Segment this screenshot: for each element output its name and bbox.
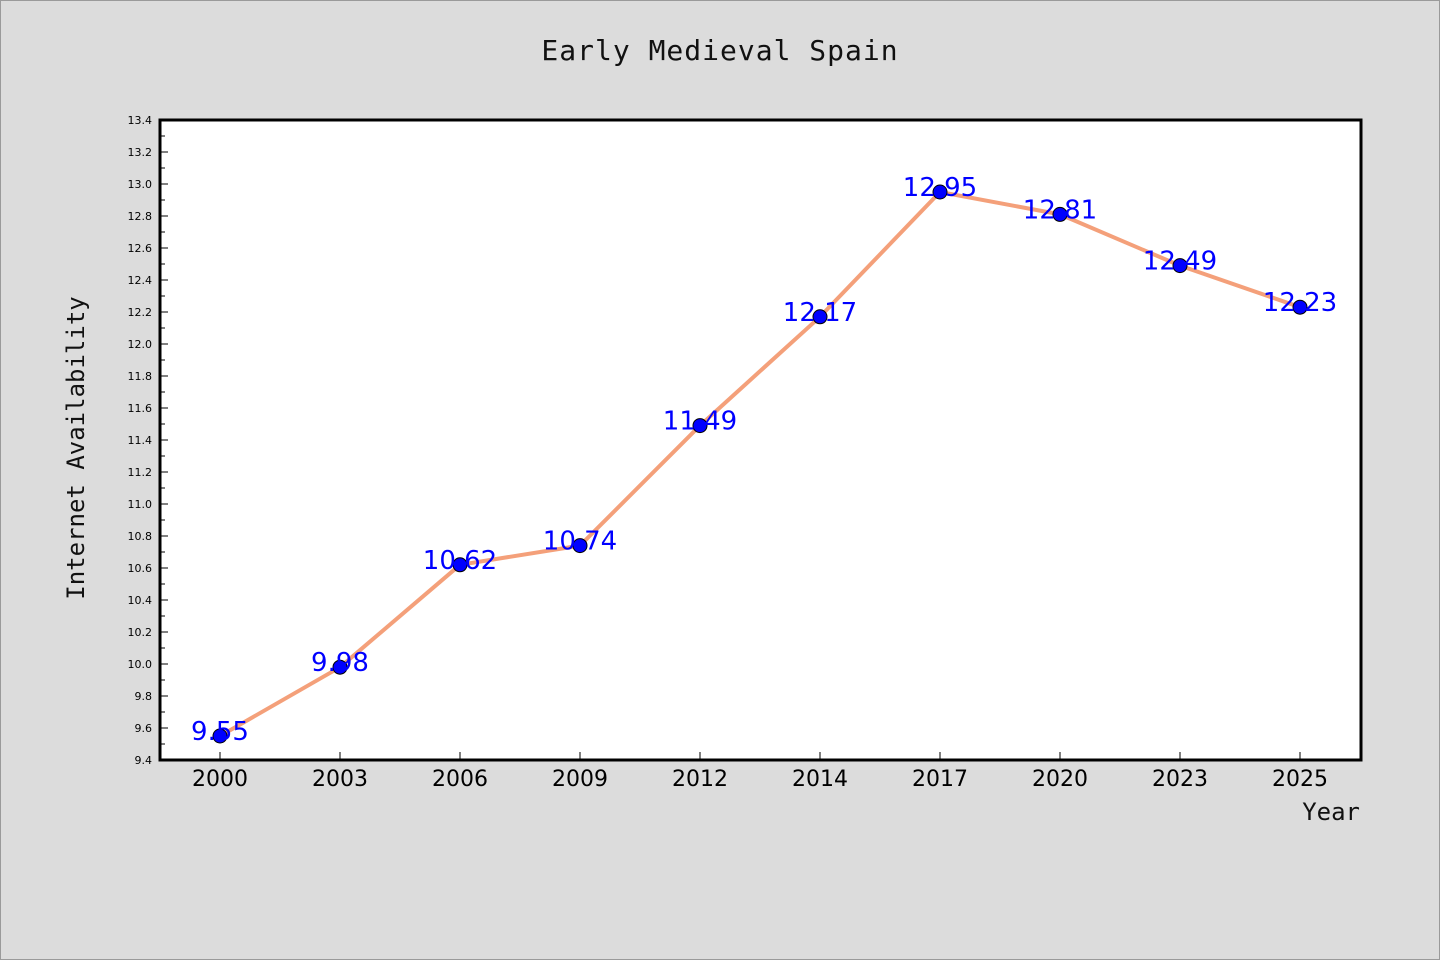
y-tick-label: 13.0 <box>128 178 153 191</box>
data-label: 12.49 <box>1143 247 1217 277</box>
y-tick-label: 13.2 <box>128 146 153 159</box>
y-tick-label: 11.8 <box>128 370 153 383</box>
x-tick-label: 2006 <box>432 767 488 792</box>
x-axis-label: Year <box>1302 798 1360 826</box>
x-tick-label: 2009 <box>552 767 608 792</box>
y-tick-label: 12.8 <box>128 210 153 223</box>
data-point <box>332 659 348 675</box>
data-label: 12.81 <box>1023 195 1097 225</box>
y-tick-label: 10.6 <box>128 562 153 575</box>
data-point <box>932 184 948 200</box>
y-tick-label: 10.4 <box>128 594 153 607</box>
data-point <box>1292 299 1308 315</box>
data-label: 11.49 <box>663 407 737 437</box>
data-label: 10.74 <box>543 527 617 557</box>
y-tick-label: 11.4 <box>128 434 153 447</box>
x-tick-label: 2014 <box>792 767 848 792</box>
y-tick-label: 12.2 <box>128 306 153 319</box>
y-tick-label: 11.0 <box>128 498 153 511</box>
data-point <box>1052 206 1068 222</box>
y-tick-label: 12.6 <box>128 242 153 255</box>
y-axis-label: Internet Availability <box>62 296 90 599</box>
chart-title: Early Medieval Spain <box>541 34 899 67</box>
series-line <box>218 190 1302 738</box>
y-tick-label: 11.2 <box>128 466 153 479</box>
data-label: 12.17 <box>783 298 857 328</box>
plot-area <box>158 118 1363 762</box>
x-tick-label: 2000 <box>192 767 248 792</box>
x-tick-label: 2025 <box>1272 767 1328 792</box>
data-point <box>812 309 828 325</box>
data-label: 9.98 <box>311 648 369 678</box>
y-tick-label: 9.4 <box>135 754 153 767</box>
data-label: 12.23 <box>1263 288 1337 318</box>
y-tick-label: 9.8 <box>135 690 153 703</box>
y-tick-label: 9.6 <box>135 722 153 735</box>
x-tick-label: 2020 <box>1032 767 1088 792</box>
data-label: 10.62 <box>423 546 497 576</box>
y-tick-label: 10.0 <box>128 658 153 671</box>
y-tick-label: 11.6 <box>128 402 153 415</box>
x-tick-label: 2012 <box>672 767 728 792</box>
data-label: 9.55 <box>191 717 249 747</box>
y-tick-label: 12.0 <box>128 338 153 351</box>
x-tick-label: 2003 <box>312 767 368 792</box>
data-point <box>572 538 588 554</box>
y-tick-label: 10.8 <box>128 530 153 543</box>
data-point <box>692 418 708 434</box>
data-label: 12.95 <box>903 173 977 203</box>
x-tick-label: 2017 <box>912 767 968 792</box>
data-point <box>212 728 228 744</box>
y-tick-label: 12.4 <box>128 274 153 287</box>
data-point <box>1172 258 1188 274</box>
y-tick-label: 13.4 <box>128 114 153 127</box>
x-tick-label: 2023 <box>1152 767 1208 792</box>
data-point <box>452 557 468 573</box>
y-tick-label: 10.2 <box>128 626 153 639</box>
